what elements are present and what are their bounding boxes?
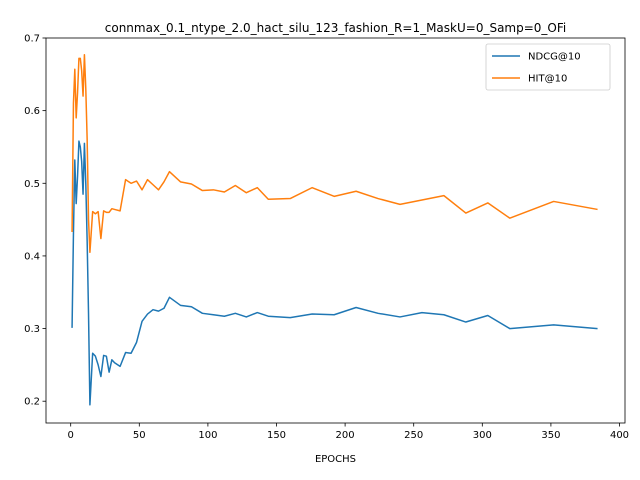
x-tick-label: 300 bbox=[473, 430, 492, 441]
chart-title: connmax_0.1_ntype_2.0_hact_silu_123_fash… bbox=[105, 21, 566, 35]
legend: NDCG@10 HIT@10 bbox=[485, 43, 611, 91]
axes: 0 50 100 150 200 250 300 350 400 0.2 0.3 0.4 0.5 0.6 0… bbox=[24, 34, 629, 442]
y-tick-label: 0.5 bbox=[24, 179, 40, 190]
y-tick-label: 0.6 bbox=[24, 106, 40, 117]
x-tick-label: 0 bbox=[68, 430, 74, 441]
series-line-hit bbox=[71, 53, 598, 254]
y-tick-label: 0.7 bbox=[24, 34, 40, 45]
plot-area bbox=[71, 53, 598, 406]
x-tick-label: 150 bbox=[267, 430, 286, 441]
x-tick-label: 350 bbox=[541, 430, 560, 441]
x-axis-label: EPOCHS bbox=[315, 454, 356, 465]
x-tick-label: 250 bbox=[404, 430, 423, 441]
legend-label: NDCG@10 bbox=[528, 52, 581, 63]
x-tick-label: 200 bbox=[336, 430, 355, 441]
y-tick-label: 0.3 bbox=[24, 324, 40, 335]
plot-frame bbox=[45, 37, 626, 424]
x-tick-label: 100 bbox=[198, 430, 217, 441]
x-tick-label: 400 bbox=[610, 430, 629, 441]
legend-label: HIT@10 bbox=[528, 74, 567, 85]
series-line-ndcg bbox=[71, 140, 598, 406]
x-tick-label: 50 bbox=[133, 430, 146, 441]
y-tick-label: 0.2 bbox=[24, 397, 40, 408]
y-tick-label: 0.4 bbox=[24, 251, 40, 262]
